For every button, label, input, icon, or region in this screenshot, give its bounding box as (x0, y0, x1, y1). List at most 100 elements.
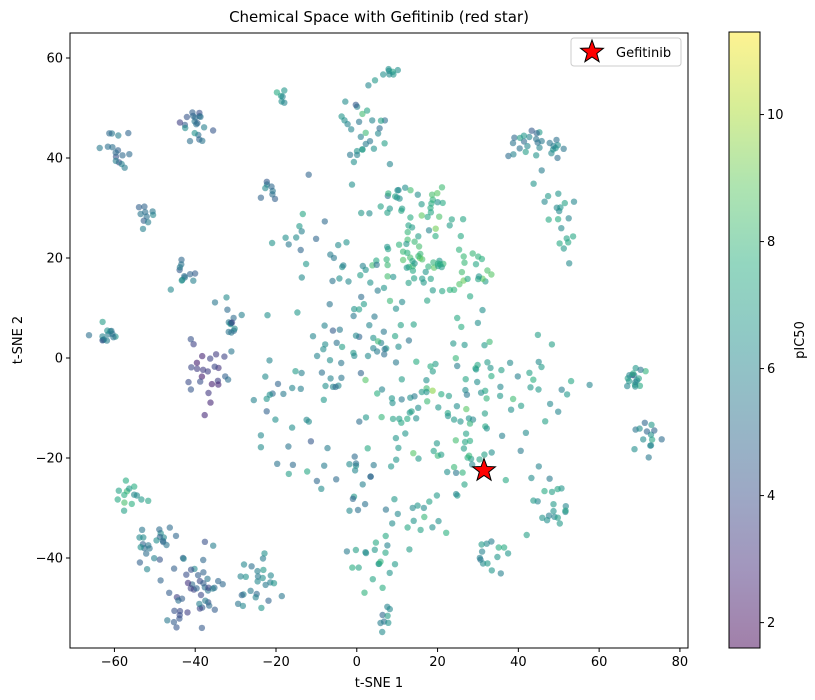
scatter-point (427, 275, 434, 282)
scatter-point (570, 198, 578, 205)
scatter-point (164, 617, 171, 624)
scatter-point (407, 187, 414, 194)
scatter-point (436, 213, 443, 220)
scatter-point (178, 256, 185, 263)
scatter-point (384, 612, 391, 619)
scatter-point (398, 419, 405, 426)
scatter-point (209, 127, 217, 134)
scatter-point (137, 544, 144, 551)
scatter-point (176, 119, 184, 126)
scatter-point (327, 375, 334, 382)
scatter-point (320, 346, 327, 353)
scatter-point (335, 241, 342, 249)
colorbar-frame (728, 31, 761, 649)
scatter-point (211, 363, 218, 370)
scatter-point (406, 546, 413, 553)
scatter-point (526, 369, 533, 376)
scatter-point (435, 517, 442, 525)
scatter-point (110, 334, 117, 341)
scatter-point (338, 343, 346, 351)
scatter-point (530, 497, 537, 504)
scatter-point (346, 507, 353, 514)
scatter-point (563, 391, 571, 398)
scatter-point (433, 492, 441, 499)
scatter-point (285, 470, 292, 478)
scatter-point (556, 240, 563, 247)
scatter-point (318, 485, 325, 492)
scatter-point (292, 368, 299, 375)
colorbar-tick-label: 6 (767, 362, 775, 377)
scatter-point (366, 322, 373, 329)
scatter-point (432, 232, 439, 240)
scatter-point (156, 556, 163, 563)
scatter-point (483, 540, 490, 547)
scatter-point (297, 385, 304, 392)
scatter-point (457, 232, 464, 240)
scatter-point (326, 357, 334, 364)
scatter-point (476, 554, 483, 562)
scatter-point (228, 348, 235, 355)
scatter-point (266, 357, 273, 364)
y-tick-label: −20 (36, 452, 63, 467)
scatter-point (565, 239, 572, 246)
scatter-point (198, 624, 206, 632)
scatter-point (364, 445, 371, 452)
scatter-point (273, 89, 281, 96)
scatter-point (415, 404, 422, 411)
scatter-point (219, 581, 226, 588)
scatter-point (136, 559, 144, 566)
scatter-point (332, 383, 339, 391)
y-axis: −40 −20 0 20 40 60 (36, 52, 70, 567)
scatter-point (405, 279, 412, 287)
scatter-point (262, 373, 269, 380)
scatter-point (288, 424, 296, 431)
legend[interactable]: Gefitinib (570, 37, 682, 67)
scatter-point (352, 101, 359, 109)
scatter-point (128, 500, 135, 508)
scatter-point (187, 585, 194, 592)
scatter-point (352, 460, 360, 467)
scatter-point (535, 358, 542, 366)
scatter-point (420, 504, 428, 512)
scatter-point (338, 113, 345, 120)
scatter-point (444, 468, 451, 476)
scatter-point (453, 403, 461, 410)
scatter-point (386, 160, 394, 168)
scatter-point (527, 384, 534, 391)
scatter-point (359, 481, 366, 488)
scatter-point (543, 517, 551, 524)
scatter-point (483, 425, 490, 432)
scatter-point (358, 209, 365, 217)
scatter-point (257, 194, 265, 201)
y-axis-label: t-SNE 2 (11, 316, 26, 364)
scatter-point (259, 555, 267, 562)
scatter-point (478, 541, 485, 548)
scatter-point (200, 124, 208, 131)
scatter-point (556, 520, 563, 527)
scatter-point (279, 93, 286, 100)
scatter-point (386, 297, 394, 305)
scatter-point (322, 382, 329, 390)
scatter-point (361, 589, 368, 596)
scatter-point (370, 334, 377, 342)
scatter-point (133, 492, 141, 499)
scatter-point (558, 225, 565, 232)
scatter-point (481, 342, 488, 349)
scatter-point (187, 386, 195, 393)
scatter-point (272, 416, 279, 423)
scatter-point (411, 238, 418, 245)
legend-label: Gefitinib (616, 46, 671, 61)
scatter-point (454, 362, 461, 370)
scatter-point (176, 611, 183, 619)
scatter-point (386, 71, 393, 78)
scatter-point (494, 553, 501, 561)
scatter-point (362, 549, 370, 557)
scatter-point (496, 392, 504, 400)
scatter-point (472, 261, 480, 268)
scatter-point (355, 306, 363, 313)
scatter-point (183, 113, 191, 121)
scatter-point (404, 228, 411, 236)
scatter-point (542, 418, 549, 425)
scatter-point (640, 436, 647, 443)
scatter-point (321, 322, 328, 329)
